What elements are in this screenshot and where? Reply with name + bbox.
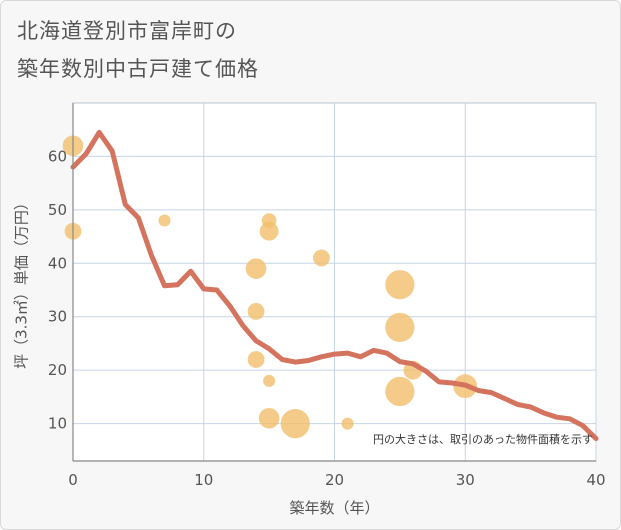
bubble-size-note: 円の大きさは、取引のあった物件面積を示す: [373, 432, 593, 446]
tick-labels: 0 10 20 30 40 10 20 30 40 50 60: [48, 147, 606, 489]
y-tick-label: 40: [48, 254, 67, 272]
y-tick-label: 60: [48, 147, 67, 165]
y-tick-label: 20: [48, 361, 67, 379]
x-axis-label: 築年数（年）: [289, 499, 379, 517]
transaction-bubble: [313, 249, 330, 267]
y-tick-label: 10: [48, 415, 67, 433]
y-tick-label: 30: [48, 308, 67, 326]
transaction-bubble: [247, 351, 265, 368]
transaction-bubble: [158, 214, 171, 227]
average-price-line: [70, 129, 599, 442]
transaction-bubble: [263, 374, 276, 387]
transaction-bubble: [259, 221, 279, 241]
x-tick-label: 30: [456, 471, 475, 489]
transaction-bubble: [258, 407, 280, 429]
axes: [72, 103, 596, 462]
transaction-bubble: [385, 376, 415, 407]
chart-title-line2: 築年数別中古戸建て価格: [17, 57, 259, 81]
x-tick-label: 40: [586, 471, 605, 489]
x-tick-label: 20: [325, 471, 344, 489]
gridlines: [73, 103, 597, 461]
transaction-bubble: [385, 270, 415, 300]
transaction-bubble: [245, 258, 267, 279]
transaction-bubbles: [62, 135, 478, 439]
x-tick-label: 0: [68, 471, 78, 489]
transaction-bubble: [341, 417, 354, 430]
transaction-bubble: [280, 408, 310, 439]
y-axis-label: 坪（3.3㎡）単価（万円）: [13, 195, 31, 369]
y-tick-label: 50: [48, 201, 67, 219]
x-tick-label: 10: [194, 471, 213, 489]
chart-title-line1: 北海道登別市富岸町の: [17, 19, 237, 43]
transaction-bubble: [247, 302, 265, 320]
transaction-bubble: [385, 312, 415, 343]
